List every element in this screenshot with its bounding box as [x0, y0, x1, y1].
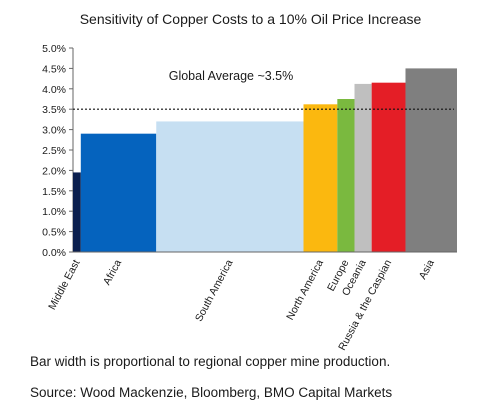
- x-tick-label: North America: [284, 258, 326, 323]
- y-tick-label: 3.0%: [42, 125, 66, 137]
- chart-title: Sensitivity of Copper Costs to a 10% Oil…: [79, 11, 422, 27]
- x-tick-label: Asia: [417, 258, 437, 282]
- y-tick-label: 0.0%: [42, 247, 66, 259]
- x-tick-label: South America: [193, 258, 236, 324]
- y-tick-label: 5.0%: [42, 43, 66, 55]
- reference-line-label: Global Average ~3.5%: [169, 69, 294, 83]
- reference-line-group: Global Average ~3.5%: [73, 69, 454, 110]
- x-tick-label: Middle East: [46, 258, 82, 312]
- bar: [73, 172, 81, 252]
- bar: [80, 133, 157, 252]
- bar: [337, 99, 355, 252]
- bar: [354, 83, 372, 253]
- y-tick-label: 3.5%: [42, 104, 66, 116]
- x-tick-labels: Middle East Africa South America North Amer…: [46, 258, 437, 353]
- y-tick-label: 4.0%: [42, 84, 66, 96]
- y-tick-label: 2.5%: [42, 145, 66, 157]
- chart-source: Source: Wood Mackenzie, Bloomberg, BMO C…: [30, 385, 393, 400]
- y-tick-label: 2.0%: [42, 165, 66, 177]
- y-tick-label: 1.5%: [42, 186, 66, 198]
- chart-note: Bar width is proportional to regional co…: [30, 354, 391, 369]
- x-tick-label: Africa: [101, 258, 124, 287]
- bar: [156, 121, 304, 252]
- y-tick-label: 4.5%: [42, 63, 66, 75]
- y-tick-label: 1.0%: [42, 206, 66, 218]
- bar: [405, 68, 457, 253]
- bars: [73, 68, 457, 253]
- y-tick-label: 0.5%: [42, 227, 66, 239]
- bar: [303, 104, 338, 252]
- bar: [371, 82, 406, 253]
- y-axis: 0.0% 0.5% 1.0% 1.5% 2.0% 2.5% 3.0% 3.5% 4.0% 4.5%…: [42, 43, 74, 259]
